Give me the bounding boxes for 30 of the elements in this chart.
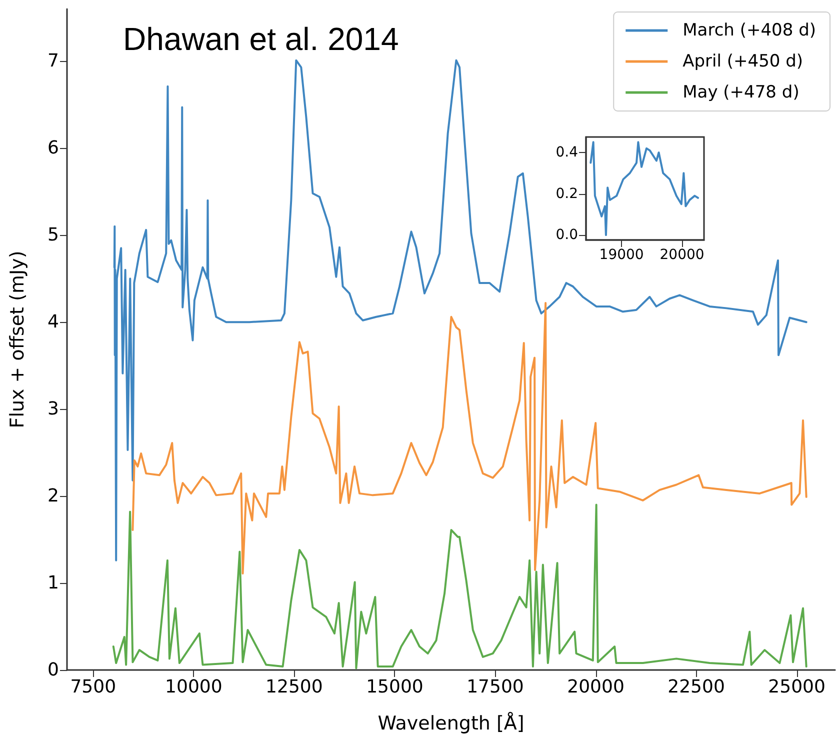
y-tick-label: 5 bbox=[48, 224, 59, 246]
y-tick-label: 7 bbox=[48, 50, 59, 72]
x-tick-label: 25000 bbox=[768, 676, 826, 698]
line-series bbox=[132, 302, 808, 574]
y-tick-label: 0 bbox=[48, 660, 59, 680]
x-tick-label: 20000 bbox=[660, 247, 704, 263]
x-tick-label: 7500 bbox=[70, 676, 116, 698]
x-tick-label: 20000 bbox=[567, 676, 624, 698]
x-axis-title: Wavelength [Å] bbox=[378, 712, 524, 734]
x-tick-label: 10000 bbox=[165, 676, 222, 698]
y-tick-label: 0.4 bbox=[556, 144, 578, 160]
x-tick-label: 15000 bbox=[366, 676, 424, 698]
y-tick-label: 0.2 bbox=[556, 186, 578, 202]
x-tick-label: 12500 bbox=[266, 676, 323, 698]
legend-label: April (+450 d) bbox=[682, 52, 804, 72]
line-series bbox=[590, 141, 700, 236]
y-tick-label: 2 bbox=[48, 486, 59, 507]
line-series bbox=[112, 504, 808, 670]
y-axis-title: Flux + offset (mJy) bbox=[6, 250, 28, 428]
y-tick-label: 3 bbox=[48, 398, 59, 420]
x-tick-label: 17500 bbox=[466, 676, 524, 698]
x-tick-label: 19000 bbox=[599, 247, 644, 263]
legend-label: May (+478 d) bbox=[682, 82, 800, 102]
y-tick-label: 1 bbox=[48, 572, 59, 594]
legend-label: March (+408 d) bbox=[682, 20, 816, 40]
annotation: Dhawan et al. 2014 bbox=[123, 21, 399, 57]
y-tick-label: 0.0 bbox=[556, 227, 578, 244]
y-tick-label: 6 bbox=[48, 138, 59, 159]
y-tick-label: 4 bbox=[48, 312, 59, 333]
x-tick-label: 22500 bbox=[668, 676, 725, 698]
